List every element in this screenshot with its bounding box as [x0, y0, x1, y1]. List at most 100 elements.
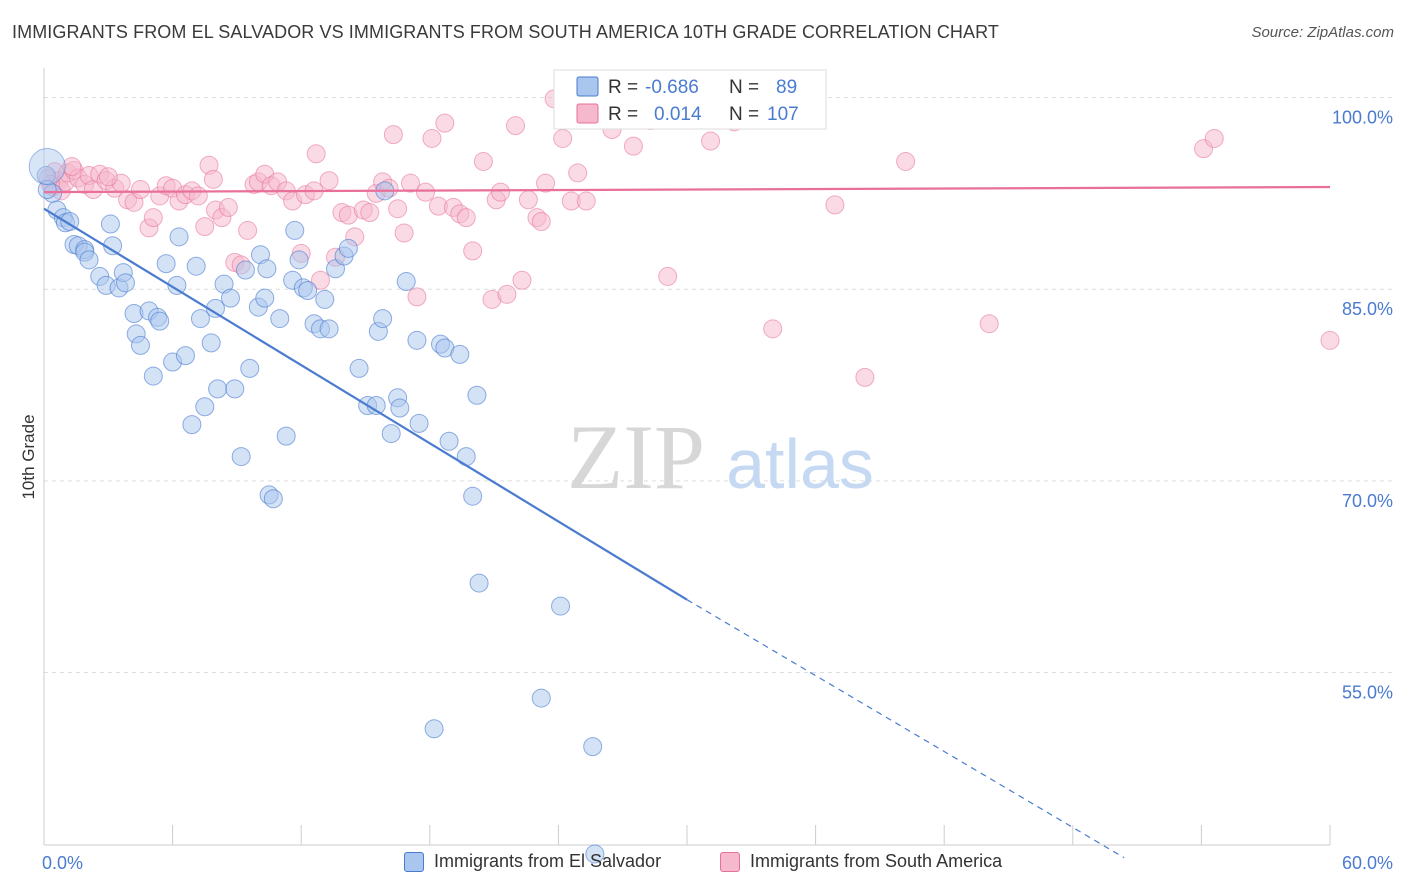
- point-south-america: [195, 217, 215, 237]
- point-south-america: [896, 151, 916, 171]
- point-south-america: [218, 197, 238, 217]
- point-el-salvador: [186, 256, 206, 276]
- point-south-america: [401, 173, 421, 193]
- point-el-salvador: [338, 238, 358, 258]
- legend-swatch-el-salvador: [576, 76, 599, 97]
- point-south-america: [319, 171, 339, 191]
- grid-lines: [44, 97, 1392, 674]
- point-el-salvador: [150, 311, 170, 331]
- point-south-america: [473, 151, 493, 171]
- point-el-salvador: [115, 273, 135, 293]
- legend-n-value-1: 89: [776, 77, 797, 98]
- point-south-america: [497, 284, 517, 304]
- trend-lines: [43, 185, 1331, 859]
- bottom-legend-label-south-america: Immigrants from South America: [750, 851, 1003, 871]
- point-south-america: [568, 163, 588, 183]
- y-tick-label: 55.0%: [1342, 683, 1393, 703]
- point-el-salvador: [240, 358, 260, 378]
- watermark-atlas: atlas: [726, 425, 874, 503]
- point-south-america: [203, 169, 223, 189]
- point-el-salvador: [79, 250, 99, 270]
- point-el-salvador: [450, 344, 470, 364]
- point-el-salvador: [263, 489, 283, 509]
- bottom-legend-el-salvador: Immigrants from El Salvador: [404, 851, 661, 872]
- point-south-america: [394, 223, 414, 243]
- point-south-america: [143, 208, 163, 228]
- watermark: ZIP atlas: [567, 406, 874, 508]
- stats-legend-box: [553, 69, 827, 130]
- point-el-salvador: [276, 426, 296, 446]
- point-el-salvador-large: [28, 148, 66, 186]
- point-el-salvador: [298, 280, 318, 300]
- point-south-america: [576, 191, 596, 211]
- legend-n-value-2: 107: [767, 104, 799, 125]
- bottom-legend-swatch-south-america: [720, 851, 740, 872]
- point-south-america: [553, 128, 573, 148]
- point-el-salvador: [373, 309, 393, 329]
- point-south-america: [623, 136, 643, 156]
- point-el-salvador: [130, 335, 150, 355]
- point-south-america: [98, 167, 118, 187]
- legend-n-label-2: N =: [729, 104, 759, 125]
- point-south-america: [763, 319, 783, 339]
- legend-r-label-1: R =: [608, 77, 638, 98]
- bottom-legend: Immigrants from El Salvador Immigrants f…: [0, 851, 1406, 881]
- point-el-salvador: [585, 844, 605, 864]
- point-south-america: [979, 314, 999, 334]
- legend-r-value-1: -0.686: [645, 77, 699, 98]
- y-tick-label: 100.0%: [1332, 108, 1393, 128]
- point-el-salvador: [396, 272, 416, 292]
- point-el-salvador: [190, 309, 210, 329]
- point-south-america: [855, 367, 875, 387]
- point-south-america: [422, 128, 442, 148]
- point-el-salvador: [467, 385, 487, 405]
- point-el-salvador: [100, 214, 120, 234]
- legend-r-label-2: R =: [608, 104, 638, 125]
- point-el-salvador: [319, 319, 339, 339]
- point-el-salvador: [220, 288, 240, 308]
- point-el-salvador: [289, 250, 309, 270]
- legend-n-label-1: N =: [729, 77, 759, 98]
- point-el-salvador: [381, 424, 401, 444]
- point-south-america: [536, 173, 556, 193]
- point-south-america: [506, 116, 526, 136]
- point-south-america: [407, 287, 427, 307]
- point-south-america: [306, 144, 326, 164]
- point-el-salvador: [156, 254, 176, 274]
- point-el-salvador: [37, 180, 57, 200]
- point-south-america: [463, 241, 483, 261]
- point-el-salvador: [235, 260, 255, 280]
- y-axis-title: 10th Grade: [19, 414, 38, 499]
- point-south-america: [531, 211, 551, 231]
- point-el-salvador: [469, 573, 489, 593]
- point-south-america: [825, 195, 845, 215]
- point-el-salvador: [255, 288, 275, 308]
- point-el-salvador: [143, 366, 163, 386]
- point-el-salvador: [463, 486, 483, 506]
- series-el-salvador-points: [28, 148, 605, 864]
- point-el-salvador: [551, 596, 571, 616]
- point-el-salvador: [225, 379, 245, 399]
- point-south-america: [518, 190, 538, 210]
- point-el-salvador: [409, 413, 429, 433]
- point-south-america: [360, 203, 380, 223]
- point-south-america: [1320, 330, 1340, 350]
- legend-r-value-2: 0.014: [654, 104, 702, 125]
- y-tick-label: 85.0%: [1342, 299, 1393, 319]
- point-el-salvador: [424, 719, 444, 739]
- trend-line-el-salvador: [43, 207, 688, 601]
- point-el-salvador: [182, 415, 202, 435]
- bottom-legend-swatch-el-salvador: [404, 851, 424, 872]
- point-south-america: [512, 270, 532, 290]
- x-tick-label: 60.0%: [1342, 853, 1393, 873]
- point-south-america: [383, 125, 403, 145]
- chart-title: IMMIGRANTS FROM EL SALVADOR VS IMMIGRANT…: [12, 22, 1000, 42]
- bottom-legend-label-el-salvador: Immigrants from El Salvador: [434, 851, 662, 871]
- trend-line-el-salvador-extension: [686, 599, 1125, 859]
- point-south-america: [130, 180, 150, 200]
- point-el-salvador: [315, 289, 335, 309]
- legend-swatch-south-america: [576, 103, 599, 124]
- point-el-salvador: [285, 220, 305, 240]
- bottom-legend-south-america: Immigrants from South America: [720, 851, 1002, 872]
